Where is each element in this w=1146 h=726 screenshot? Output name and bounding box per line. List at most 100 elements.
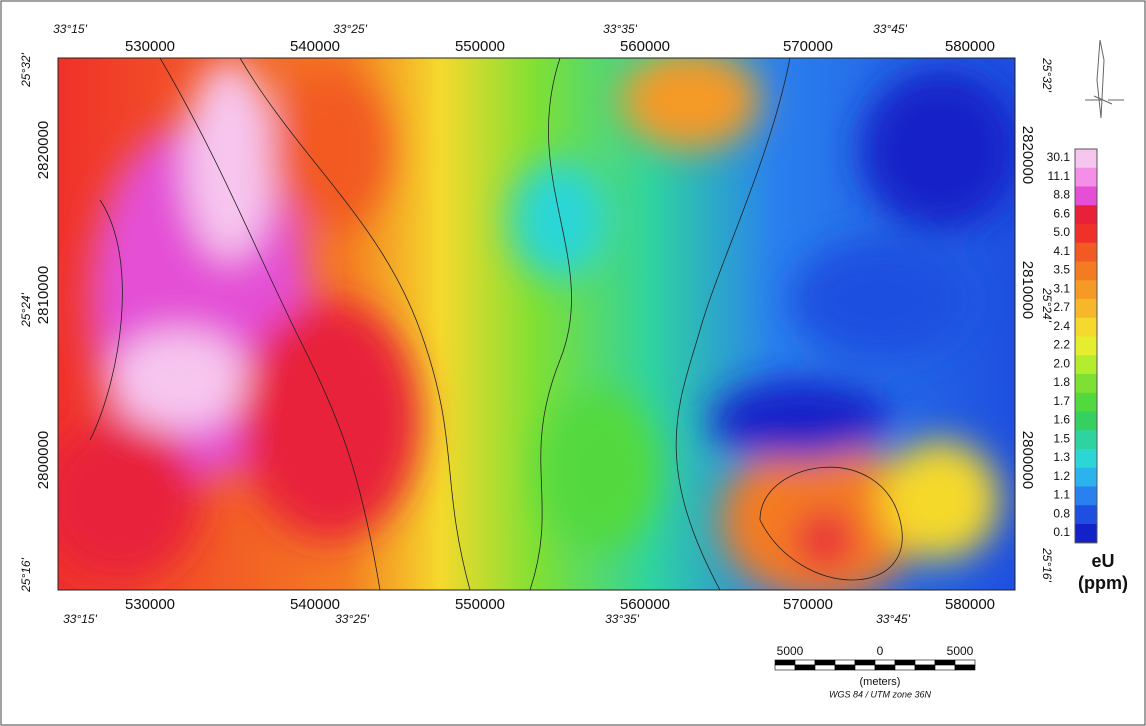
scale-label: 5000 (777, 644, 804, 658)
legend-swatch (1075, 187, 1097, 206)
legend-swatch (1075, 449, 1097, 468)
northing-label: 2820000 (35, 121, 52, 179)
legend-label: 2.4 (1053, 319, 1070, 333)
scale-segment (895, 665, 915, 670)
legend-swatch (1075, 374, 1097, 393)
scale-segment (935, 665, 955, 670)
legend-swatch (1075, 487, 1097, 506)
legend-swatch (1075, 205, 1097, 224)
northing-label: 2820000 (1019, 126, 1036, 184)
projection: WGS 84 / UTM zone 36N (829, 689, 932, 699)
easting-label: 570000 (783, 596, 833, 613)
northing-label: 2800000 (35, 431, 52, 489)
easting-label: 560000 (620, 596, 670, 613)
scale-segment (795, 665, 815, 670)
scale-segment (855, 665, 875, 670)
legend-swatch (1075, 430, 1097, 449)
latitude-label: 25°16' (19, 557, 33, 592)
northing-label: 2810000 (1019, 261, 1036, 319)
legend-swatch (1075, 393, 1097, 412)
scale-segment (875, 665, 895, 670)
longitude-label: 33°35' (605, 612, 639, 626)
legend-swatch (1075, 262, 1097, 281)
legend-title: eU (1091, 551, 1114, 571)
legend-label: 1.6 (1053, 413, 1070, 427)
scale-segment (815, 660, 835, 665)
northing-label: 2810000 (35, 266, 52, 324)
scale-segment (955, 660, 975, 665)
legend-swatch (1075, 168, 1097, 187)
scale-segment (775, 665, 795, 670)
scale-segment (815, 665, 835, 670)
easting-label: 550000 (455, 38, 505, 55)
map-page: 5000 0 5000 (meters)WGS 84 / UTM zone 36N 3… (0, 0, 1146, 726)
longitude-label: 33°25' (333, 22, 367, 36)
scale-segment (935, 660, 955, 665)
legend-label: 8.8 (1053, 188, 1070, 202)
legend-label: 2.0 (1053, 356, 1070, 370)
latitude-label: 25°24' (1040, 287, 1054, 322)
legend-label: 2.2 (1053, 338, 1070, 352)
legend-swatch (1075, 280, 1097, 299)
legend-swatch (1075, 468, 1097, 487)
longitude-label: 33°25' (335, 612, 369, 626)
legend-label: 5.0 (1053, 225, 1070, 239)
scale-segment (955, 665, 975, 670)
longitude-label: 33°15' (63, 612, 97, 626)
legend-label: 1.5 (1053, 431, 1070, 445)
legend-swatch (1075, 243, 1097, 262)
legend-swatch (1075, 318, 1097, 337)
scale-segment (875, 660, 895, 665)
easting-label: 540000 (290, 38, 340, 55)
legend-label: 1.7 (1053, 394, 1070, 408)
scale-segment (775, 660, 795, 665)
legend-swatch (1075, 149, 1097, 168)
legend-label: 30.1 (1047, 150, 1071, 164)
legend-swatch (1075, 412, 1097, 431)
legend-unit: (ppm) (1078, 573, 1128, 593)
scale-label: 0 (877, 644, 884, 658)
legend-label: 1.3 (1053, 450, 1070, 464)
legend-label: 0.8 (1053, 506, 1070, 520)
easting-label: 530000 (125, 596, 175, 613)
legend-label: 3.1 (1053, 281, 1070, 295)
scale-segment (835, 660, 855, 665)
legend-label: 1.2 (1053, 469, 1070, 483)
easting-label: 530000 (125, 38, 175, 55)
longitude-label: 33°45' (873, 22, 907, 36)
legend-label: 6.6 (1053, 206, 1070, 220)
latitude-label: 25°32' (19, 52, 33, 87)
easting-label: 550000 (455, 596, 505, 613)
legend-swatch (1075, 524, 1097, 543)
latitude-label: 25°16' (1040, 547, 1054, 582)
legend-swatch (1075, 224, 1097, 243)
easting-label: 540000 (290, 596, 340, 613)
scale-segment (895, 660, 915, 665)
legend-label: 3.5 (1053, 263, 1070, 277)
legend-label: 2.7 (1053, 300, 1070, 314)
easting-label: 580000 (945, 596, 995, 613)
easting-label: 580000 (945, 38, 995, 55)
legend-swatch (1075, 337, 1097, 356)
scale-segment (795, 660, 815, 665)
legend-label: 1.8 (1053, 375, 1070, 389)
legend-label: 0.1 (1053, 525, 1070, 539)
scale-unit: (meters) (860, 676, 901, 688)
legend-swatch (1075, 299, 1097, 318)
longitude-label: 33°15' (53, 22, 87, 36)
legend-swatch (1075, 355, 1097, 374)
latitude-label: 25°24' (19, 292, 33, 327)
northing-label: 2800000 (1019, 431, 1036, 489)
longitude-label: 33°45' (876, 612, 910, 626)
easting-label: 570000 (783, 38, 833, 55)
legend-label: 1.1 (1053, 488, 1070, 502)
legend-label: 4.1 (1053, 244, 1070, 258)
scale-label: 5000 (947, 644, 974, 658)
map-raster (40, 50, 1020, 600)
latitude-label: 25°32' (1040, 57, 1054, 92)
scale-segment (855, 660, 875, 665)
legend-label: 11.1 (1048, 169, 1071, 183)
scale-segment (915, 665, 935, 670)
legend-swatch (1075, 505, 1097, 524)
longitude-label: 33°35' (603, 22, 637, 36)
